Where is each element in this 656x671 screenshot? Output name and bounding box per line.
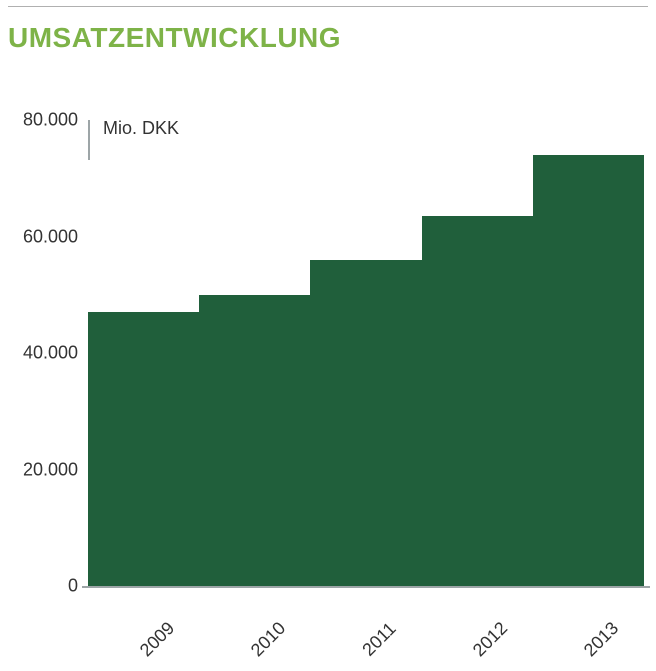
x-axis-baseline bbox=[82, 586, 650, 588]
x-tick-label: 2011 bbox=[358, 618, 400, 660]
bar bbox=[88, 312, 199, 586]
chart-title: UMSATZENTWICKLUNG bbox=[8, 22, 341, 54]
y-tick-label: 60.000 bbox=[23, 226, 88, 247]
unit-label: Mio. DKK bbox=[103, 118, 179, 139]
chart-container: UMSATZENTWICKLUNG 0 20.000 40.000 60.000… bbox=[0, 0, 656, 671]
plot-area: 0 20.000 40.000 60.000 80.000 Mio. DKK 2… bbox=[88, 120, 644, 586]
y-axis-line bbox=[88, 120, 90, 160]
x-tick-label: 2009 bbox=[135, 618, 178, 661]
bar bbox=[533, 155, 644, 586]
top-rule bbox=[8, 6, 648, 7]
x-tick-label: 2012 bbox=[469, 618, 512, 661]
bar bbox=[199, 295, 310, 586]
bar bbox=[310, 260, 421, 586]
bar bbox=[422, 216, 533, 586]
y-tick-label: 80.000 bbox=[23, 110, 88, 131]
x-tick-label: 2010 bbox=[247, 618, 290, 661]
y-tick-label: 20.000 bbox=[23, 459, 88, 480]
y-tick-label: 40.000 bbox=[23, 343, 88, 364]
x-tick-label: 2013 bbox=[580, 618, 623, 661]
